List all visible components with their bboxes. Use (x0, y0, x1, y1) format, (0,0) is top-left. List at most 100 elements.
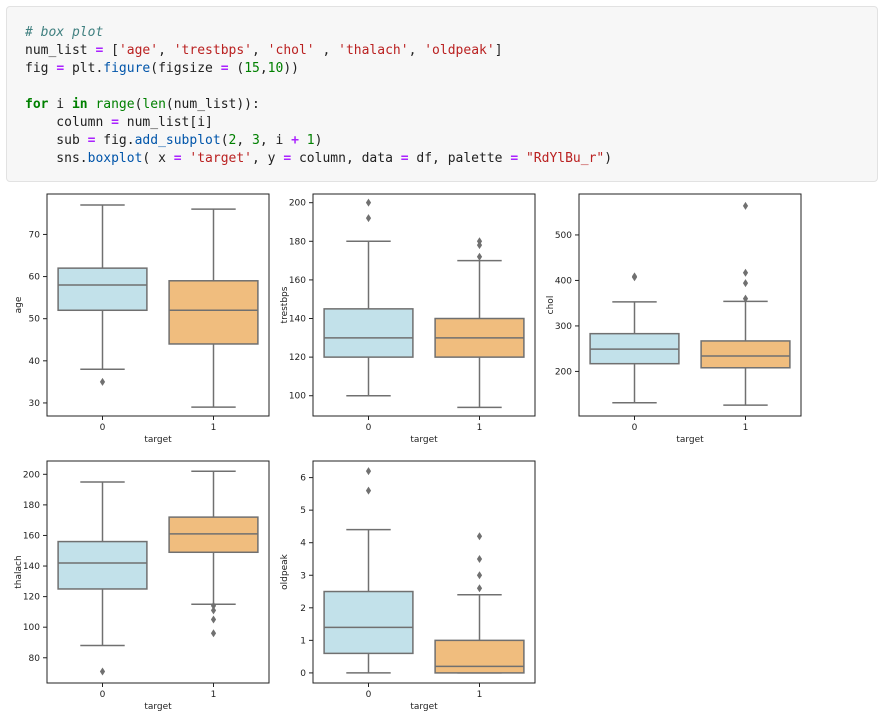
y-tick-label: 200 (289, 199, 306, 209)
code-token: , y (252, 151, 284, 166)
code-token: fig (25, 61, 57, 76)
y-tick-label: 100 (23, 623, 40, 633)
y-tick-label: 80 (29, 654, 41, 664)
code-token: 10 (267, 61, 284, 76)
subplot-age: 30 40 50 60 70 age 0 1 target (14, 193, 270, 445)
code-token: 1 (306, 133, 315, 148)
code-token: (num_list)): (165, 97, 260, 112)
code-token: 15 (244, 61, 260, 76)
outlier-point (476, 584, 483, 593)
code-token: , (314, 43, 339, 58)
code-token: 'chol' (267, 43, 315, 58)
code-token: , (252, 43, 268, 58)
outlier-point (210, 606, 217, 615)
outlier-point (476, 554, 483, 563)
x-tick-label: 1 (477, 690, 483, 700)
y-tick-label: 100 (289, 392, 306, 402)
outlier-point (99, 667, 106, 676)
y-tick-label: 120 (23, 593, 40, 603)
code-token: column, data (291, 151, 401, 166)
code-token: len (142, 97, 166, 112)
code-token: = (510, 151, 519, 166)
y-tick-label: 200 (555, 367, 572, 377)
code-token: column (25, 115, 112, 130)
y-axis-label: age (14, 296, 24, 313)
outlier-point (365, 486, 372, 495)
iqr-box (57, 540, 148, 590)
box-target-0 (57, 204, 148, 386)
code-token: in (71, 97, 88, 112)
x-tick-label: 1 (743, 423, 749, 433)
y-tick-label: 60 (29, 273, 41, 283)
code-token: )) (283, 61, 299, 76)
subplot-chol: 200 300 400 500 chol 0 1 target (546, 193, 802, 445)
code-token: 'trestbps' (173, 43, 253, 58)
box-target-0 (57, 481, 148, 676)
code-line: for i in range(len(num_list)): (25, 96, 877, 114)
code-token: boxplot (87, 151, 143, 166)
code-token: = (95, 43, 104, 58)
code-line: sns.boxplot( x = 'target', y = column, d… (25, 150, 877, 168)
code-token: ( x (142, 151, 174, 166)
x-axis-label: target (410, 702, 438, 712)
outlier-point (210, 615, 217, 624)
code-token: plt. (64, 61, 104, 76)
code-token: num_list (25, 43, 96, 58)
y-tick-label: 160 (289, 276, 306, 286)
code-line: column = num_list[i] (25, 114, 877, 132)
subplot-thalach: 80 100 120 140 160 180 200 thalach 0 1 target (14, 460, 270, 712)
y-tick-label: 5 (300, 506, 306, 516)
code-line: # box plot (25, 24, 877, 42)
plot-frame (578, 193, 802, 417)
plot-frame (312, 193, 536, 417)
y-axis-label: trestbps (280, 286, 290, 323)
y-tick-label: 180 (289, 237, 306, 247)
y-tick-label: 6 (300, 474, 306, 484)
y-tick-label: 400 (555, 276, 572, 286)
code-line: num_list = ['age', 'trestbps', 'chol' , … (25, 42, 877, 60)
code-token: add_subplot (134, 133, 221, 148)
x-tick-label: 0 (100, 423, 106, 433)
outlier-point (476, 252, 483, 261)
y-tick-label: 500 (555, 231, 572, 241)
code-token: num_list[i] (118, 115, 213, 130)
code-token: = (400, 151, 409, 166)
y-axis-label: oldpeak (280, 553, 290, 589)
x-tick-label: 0 (100, 690, 106, 700)
code-token: 'thalach' (338, 43, 409, 58)
code-token: 'oldpeak' (424, 43, 495, 58)
code-token: ( (220, 133, 229, 148)
code-token: 2 (228, 133, 237, 148)
y-tick-label: 1 (300, 636, 306, 646)
y-tick-label: 160 (23, 531, 40, 541)
code-token: fig. (95, 133, 135, 148)
box-target-1 (434, 237, 525, 409)
y-axis-label: thalach (14, 555, 24, 588)
box-target-1 (434, 532, 525, 674)
y-tick-label: 40 (29, 357, 41, 367)
x-tick-label: 1 (211, 690, 217, 700)
code-token: ] (494, 43, 503, 58)
code-token: = (220, 61, 229, 76)
code-token: = (173, 151, 182, 166)
code-token: , (408, 43, 425, 58)
x-tick-label: 0 (632, 423, 638, 433)
code-token: , (158, 43, 174, 58)
code-token: , i (259, 133, 292, 148)
outlier-point (476, 571, 483, 580)
code-token: = (283, 151, 292, 166)
code-token: ) (604, 151, 613, 166)
iqr-box (323, 308, 414, 358)
outlier-point (742, 279, 749, 288)
x-tick-label: 0 (366, 690, 372, 700)
box-target-1 (168, 208, 259, 408)
iqr-box (434, 639, 525, 674)
subplot-trestbps: 100 120 140 160 180 200 trestbps 0 1 target (280, 193, 536, 445)
x-tick-label: 1 (477, 423, 483, 433)
code-token: range (95, 97, 135, 112)
iqr-box (323, 590, 414, 655)
code-cell[interactable]: # box plot num_list = ['age', 'trestbps',… (6, 6, 878, 182)
code-token: figure (103, 61, 151, 76)
outlier-point (742, 268, 749, 277)
